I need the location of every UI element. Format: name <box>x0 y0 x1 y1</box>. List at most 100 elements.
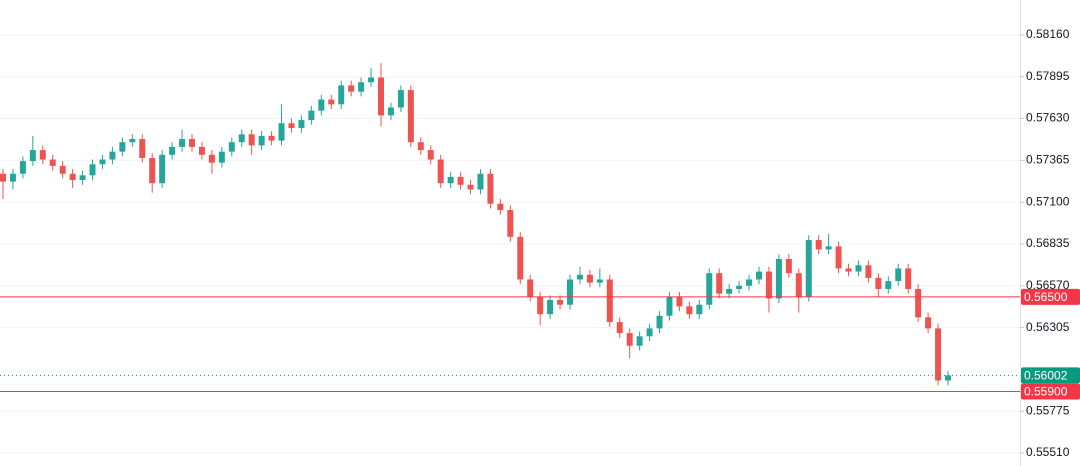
candle-body <box>358 82 365 92</box>
candle-body <box>626 333 633 346</box>
candle-body <box>576 274 583 280</box>
candle-body <box>517 236 524 280</box>
candle-body <box>248 134 255 146</box>
price-tag-label: 0.56500 <box>1024 290 1068 304</box>
candle-body <box>805 240 812 297</box>
candle-body <box>775 258 782 299</box>
candle-body <box>278 123 285 141</box>
candle-body <box>19 161 26 174</box>
candle-body <box>218 151 225 163</box>
candle-body <box>0 173 6 182</box>
candle-body <box>288 123 295 128</box>
y-tick-label: 0.56835 <box>1026 236 1070 250</box>
y-tick-label: 0.57630 <box>1026 111 1070 125</box>
candle-body <box>736 285 743 289</box>
y-tick-label: 0.57895 <box>1026 69 1070 83</box>
candle-body <box>258 135 265 146</box>
candle-body <box>29 150 36 162</box>
candle-body <box>99 159 106 165</box>
candle-body <box>179 139 186 147</box>
candle-body <box>596 279 603 283</box>
candle-body <box>129 139 136 143</box>
candle-body <box>925 317 932 329</box>
candle-body <box>9 173 16 182</box>
candle-body <box>198 146 205 155</box>
candle-body <box>268 135 275 141</box>
candle-body <box>467 184 474 190</box>
y-tick-label: 0.57365 <box>1026 153 1070 167</box>
candle-body <box>895 268 902 282</box>
candle-body <box>557 299 564 305</box>
price-tag <box>1021 288 1080 305</box>
candle-body <box>437 159 444 184</box>
candle-body <box>845 268 852 272</box>
candle-body <box>935 328 942 381</box>
candle-body <box>119 142 126 152</box>
candle-body <box>795 273 802 297</box>
candle-body <box>477 173 484 190</box>
candle-body <box>606 279 613 323</box>
candle-body <box>109 151 116 160</box>
candle-body <box>686 306 693 315</box>
price-tag-label: 0.55900 <box>1024 385 1068 399</box>
candle-body <box>527 279 534 297</box>
candle-body <box>308 110 315 121</box>
y-tick-label: 0.56570 <box>1026 278 1070 292</box>
candle-body <box>497 203 504 211</box>
candle-body <box>397 90 404 108</box>
candle-body <box>945 375 951 381</box>
candle-body <box>696 304 703 315</box>
candle-body <box>238 134 245 143</box>
y-tick-label: 0.55775 <box>1026 403 1070 417</box>
candle-body <box>746 279 753 286</box>
candle-body <box>79 175 86 181</box>
candle-body <box>855 265 862 272</box>
price-tag-label: 0.56002 <box>1024 369 1068 383</box>
candle-body <box>417 142 424 151</box>
candle-body <box>457 176 464 185</box>
candle-body <box>666 296 673 316</box>
y-tick-label: 0.58160 <box>1026 27 1070 41</box>
candle-body <box>298 120 305 128</box>
price-tag <box>1021 367 1080 384</box>
candle-body <box>387 107 394 116</box>
candle-body <box>765 271 772 299</box>
candle-body <box>228 142 235 152</box>
candle-body <box>368 77 375 83</box>
candle-body <box>89 164 96 176</box>
candle-body <box>616 322 623 334</box>
candle-body <box>69 173 76 181</box>
y-tick-label: 0.55510 <box>1026 445 1070 459</box>
candle-body <box>825 246 832 250</box>
candle-body <box>915 288 922 318</box>
candle-body <box>169 146 176 155</box>
candle-body <box>328 99 335 105</box>
y-tick-label: 0.57100 <box>1026 194 1070 208</box>
candle-body <box>567 279 573 305</box>
candle-body <box>49 159 56 166</box>
candle-body <box>487 173 494 204</box>
y-tick-label: 0.56305 <box>1026 320 1070 334</box>
candle-body <box>656 315 663 329</box>
candle-body <box>835 246 842 269</box>
candle-body <box>716 273 723 294</box>
candle-body <box>706 273 713 305</box>
candle-body <box>756 271 762 280</box>
candle-body <box>447 176 454 184</box>
candle-body <box>646 328 653 337</box>
candle-body <box>427 150 434 160</box>
candle-body <box>676 296 683 307</box>
price-tag <box>1021 383 1080 400</box>
candle-body <box>159 154 166 184</box>
candle-body <box>338 85 345 105</box>
candle-body <box>636 336 643 346</box>
candle-body <box>905 268 912 289</box>
candle-body <box>875 277 882 289</box>
candle-body <box>726 288 733 294</box>
candle-body <box>139 139 146 158</box>
candle-body <box>407 90 414 143</box>
candle-body <box>208 154 215 163</box>
candle-body <box>318 99 325 111</box>
